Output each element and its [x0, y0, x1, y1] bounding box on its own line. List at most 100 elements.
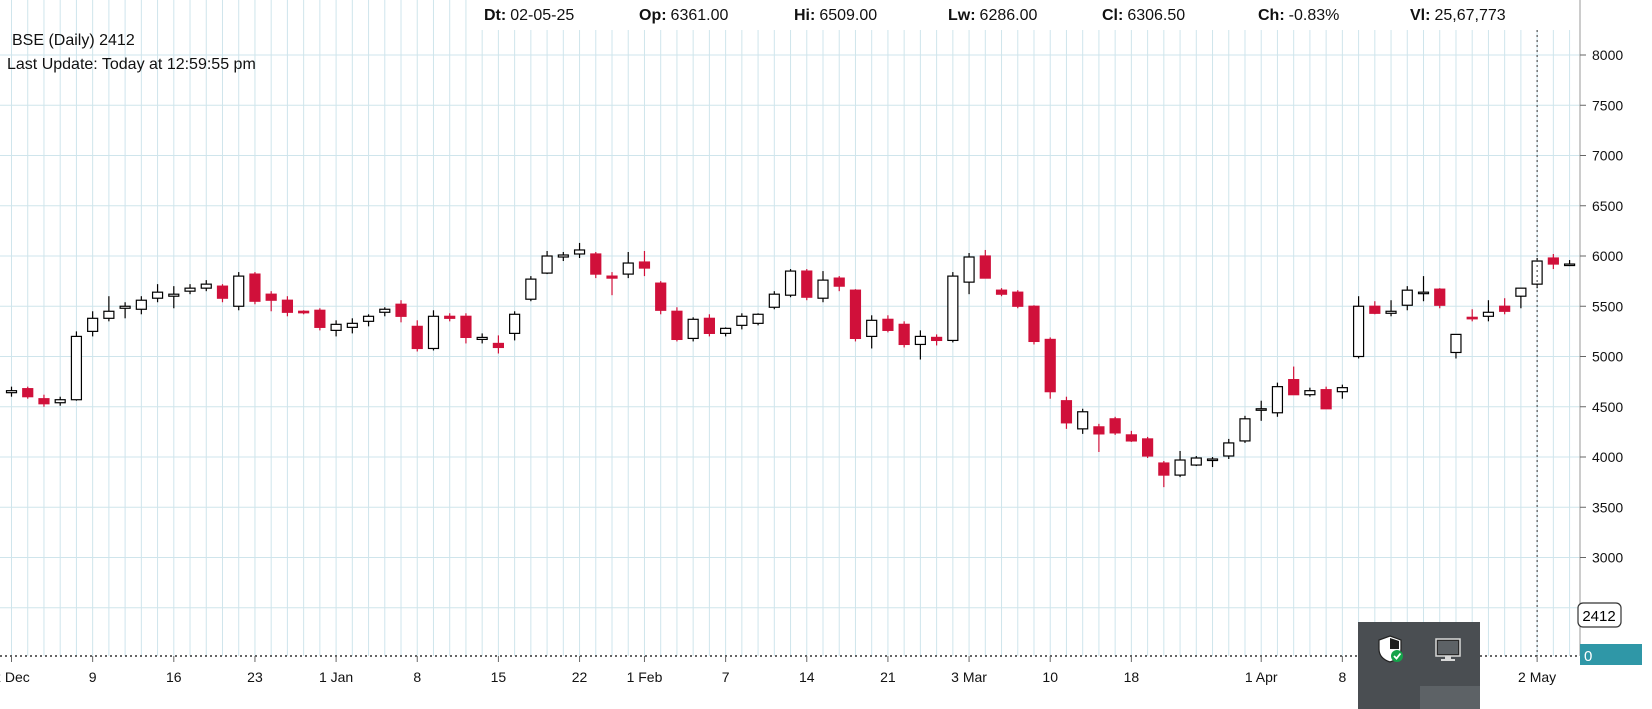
- candle: [1563, 260, 1576, 267]
- x-tick-label: 7: [722, 669, 730, 685]
- candle: [135, 296, 147, 315]
- grid: [0, 0, 1580, 656]
- candle: [1174, 450, 1186, 478]
- candle: [70, 331, 83, 401]
- y-tick-label: 6000: [1592, 248, 1623, 264]
- candle: [671, 307, 683, 342]
- x-tick-label: 14: [799, 669, 815, 685]
- chart-title: BSE (Daily) 2412: [12, 32, 135, 49]
- candle-body: [1239, 418, 1251, 442]
- candle-body: [1044, 338, 1056, 393]
- candle-body: [573, 249, 586, 255]
- candle-body: [379, 308, 391, 313]
- x-tick-label: 1 Apr: [1245, 669, 1278, 685]
- candle: [87, 311, 99, 337]
- candle: [622, 251, 634, 279]
- candle: [687, 317, 699, 342]
- candle: [1125, 430, 1137, 442]
- candle-body: [119, 305, 131, 309]
- candle: [1385, 300, 1397, 317]
- candle: [379, 307, 391, 317]
- candle: [427, 310, 440, 351]
- candle-body: [1450, 333, 1462, 354]
- candle-body: [914, 335, 926, 346]
- candle: [1141, 436, 1154, 459]
- candle: [1531, 258, 1543, 289]
- candle-body: [752, 313, 764, 324]
- candle-body: [411, 325, 423, 350]
- y-tick-label: 5500: [1592, 298, 1623, 314]
- candle: [460, 313, 472, 344]
- candle-body: [265, 293, 277, 301]
- candle-body: [395, 303, 407, 317]
- candle-body: [882, 318, 894, 331]
- candle-body: [720, 327, 732, 334]
- shield-check-icon[interactable]: [1376, 634, 1404, 664]
- candle: [752, 313, 764, 326]
- candle-body: [346, 322, 358, 328]
- candle-body: [1417, 291, 1430, 295]
- candle: [476, 333, 488, 344]
- candle: [38, 394, 50, 407]
- candle: [1336, 384, 1348, 399]
- candle: [1158, 461, 1170, 488]
- candle: [54, 396, 66, 406]
- candle: [330, 320, 342, 337]
- candle: [22, 386, 34, 399]
- candle: [444, 313, 456, 322]
- candle-body: [1385, 310, 1397, 314]
- candle-body: [947, 275, 959, 342]
- candle-body: [427, 315, 440, 350]
- candle-body: [1434, 288, 1446, 306]
- candle-body: [606, 275, 618, 279]
- volume-tag-label: 0: [1584, 648, 1592, 665]
- candle-body: [1288, 379, 1300, 396]
- candle: [1239, 415, 1251, 443]
- candle-body: [541, 255, 553, 274]
- y-tick-label: 7000: [1592, 148, 1623, 164]
- candle: [1304, 387, 1316, 397]
- candle-body: [476, 336, 488, 341]
- candle-body: [1125, 434, 1137, 442]
- candle-body: [314, 309, 326, 328]
- x-tick-label: 18: [1124, 669, 1140, 685]
- candle: [1028, 305, 1040, 345]
- candle-body: [590, 253, 602, 275]
- candle: [541, 250, 553, 275]
- candle-body: [1028, 305, 1040, 343]
- open-field: Op: 6361.00: [639, 7, 729, 24]
- candle: [168, 286, 180, 309]
- candle-body: [492, 342, 504, 349]
- candle-body: [249, 273, 261, 302]
- y-tick-label: 4000: [1592, 449, 1623, 465]
- candle-body: [1352, 305, 1365, 358]
- candle: [1288, 366, 1300, 396]
- candle-body: [5, 390, 18, 394]
- candle-body: [898, 323, 910, 346]
- candle-body: [1369, 305, 1381, 314]
- candle: [1077, 408, 1089, 434]
- candle: [411, 320, 423, 352]
- x-tick-label: 22: [572, 669, 588, 685]
- y-tick-label: 7500: [1592, 97, 1623, 113]
- candle: [1401, 286, 1413, 311]
- candle: [1206, 457, 1219, 468]
- candle: [1417, 276, 1430, 302]
- monitor-icon[interactable]: [1433, 637, 1463, 665]
- candle-body: [1255, 408, 1267, 411]
- candle-body: [38, 398, 50, 405]
- x-tick-label: 9: [89, 669, 97, 685]
- candle-body: [1093, 426, 1105, 435]
- candle-body: [87, 317, 99, 332]
- ohlc-info-bar: Dt: 02-05-25 Op: 6361.00 Hi: 6509.00 Lw: 628…: [474, 0, 1578, 30]
- y-tick-label: 6500: [1592, 198, 1623, 214]
- candle-body: [1515, 287, 1527, 297]
- high-field: Hi: 6509.00: [794, 7, 878, 24]
- candle-body: [1482, 311, 1495, 317]
- candle: [1190, 455, 1202, 467]
- candle-body: [687, 318, 699, 340]
- candle-body: [525, 278, 537, 300]
- candle-body: [1223, 442, 1235, 457]
- candle-body: [233, 275, 245, 307]
